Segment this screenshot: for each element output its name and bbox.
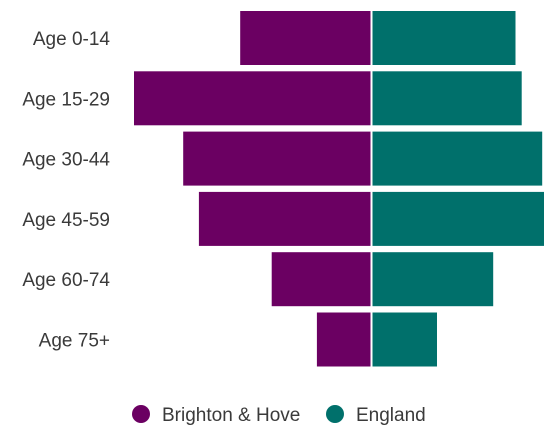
center-divider	[370, 11, 373, 367]
legend: Brighton & Hove England	[132, 405, 426, 426]
bar-england-age-0-14	[372, 11, 516, 65]
bar-brighton-age-45-59	[198, 191, 371, 246]
bar-england-age-15-29	[372, 71, 522, 126]
legend-marker-brighton	[132, 405, 150, 423]
category-label: Age 75+	[39, 331, 110, 352]
bar-england-age-75-	[372, 312, 437, 367]
bar-brighton-age-15-29	[134, 71, 371, 126]
bars-layer	[134, 11, 544, 367]
bar-england-age-45-59	[372, 191, 544, 246]
bar-brighton-age-75-	[316, 312, 371, 367]
legend-marker-england	[326, 405, 344, 423]
category-label: Age 15-29	[22, 89, 110, 110]
bar-brighton-age-0-14	[240, 11, 371, 65]
bar-england-age-30-44	[372, 131, 543, 186]
legend-label-brighton: Brighton & Hove	[162, 405, 300, 426]
category-labels: Age 0-14 Age 15-29 Age 30-44 Age 45-59 Age 6…	[22, 29, 110, 352]
category-label: Age 60-74	[22, 270, 110, 291]
category-label: Age 0-14	[33, 29, 111, 50]
bar-england-age-60-74	[372, 252, 494, 307]
bar-brighton-age-30-44	[183, 131, 371, 186]
category-label: Age 45-59	[22, 210, 110, 231]
bar-brighton-age-60-74	[271, 252, 371, 307]
category-label: Age 30-44	[22, 150, 110, 171]
legend-label-england: England	[356, 405, 426, 426]
